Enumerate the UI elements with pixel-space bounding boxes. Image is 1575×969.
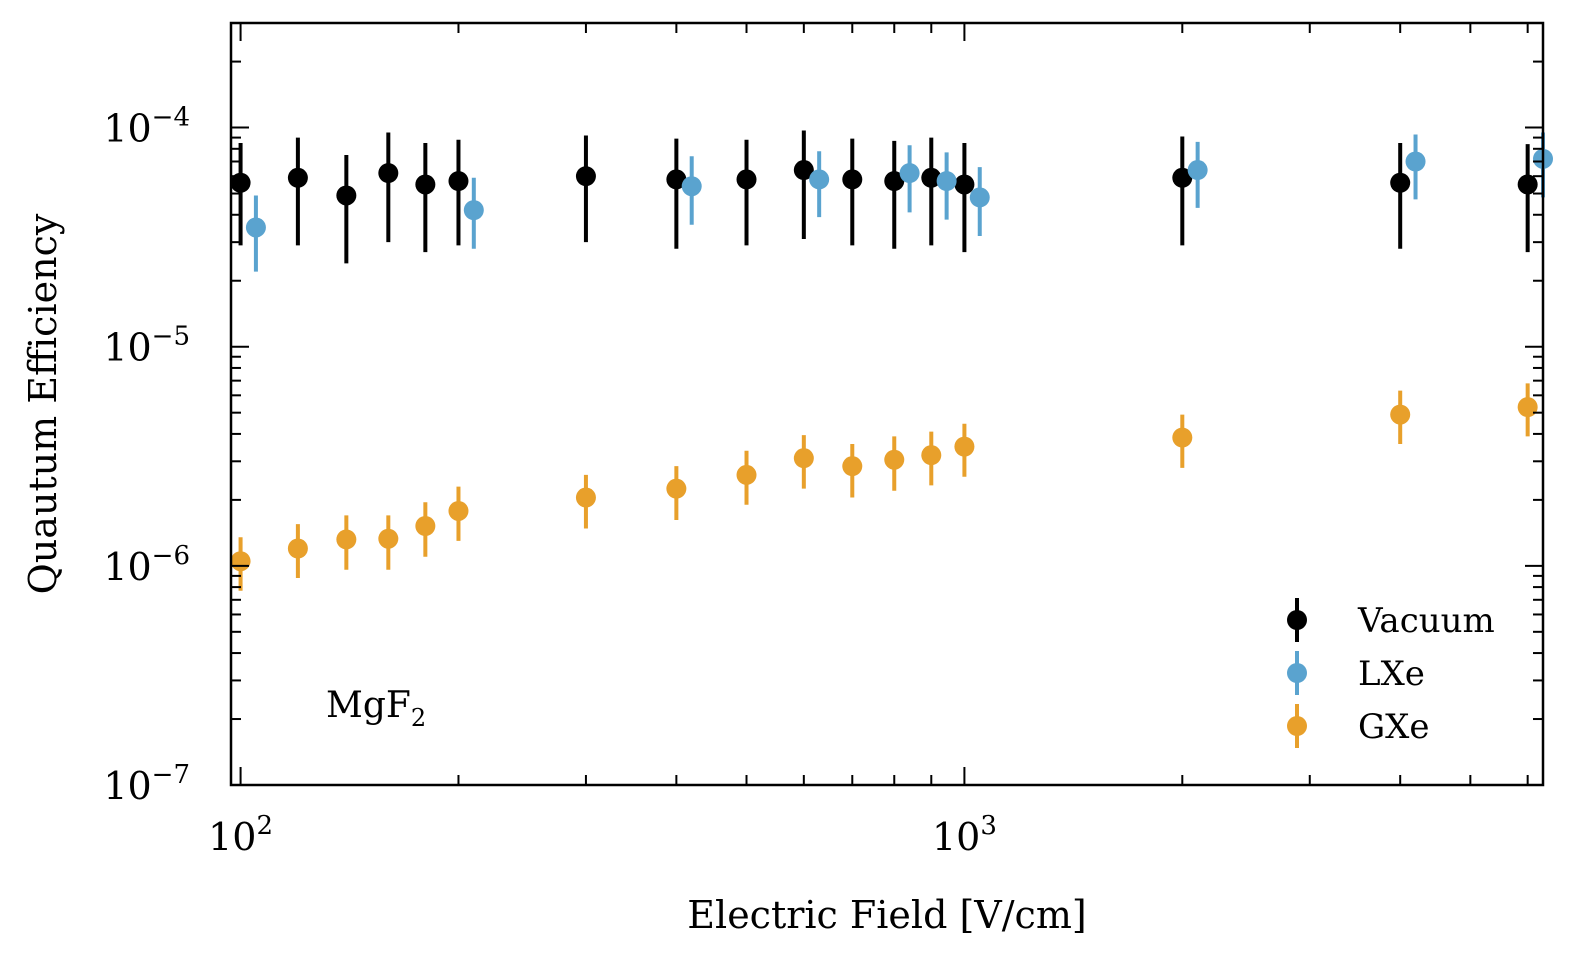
y-tick-label: 10−4 bbox=[103, 103, 190, 151]
vacuum-point bbox=[842, 169, 863, 190]
plot-frame bbox=[229, 21, 1545, 787]
legend-gxe-label: GXe bbox=[1358, 707, 1430, 747]
lxe-point bbox=[899, 163, 920, 184]
vacuum-point bbox=[230, 172, 251, 193]
gxe-point bbox=[1390, 404, 1411, 425]
lxe-point bbox=[1405, 151, 1426, 172]
gxe-point bbox=[666, 478, 687, 499]
gxe-point bbox=[921, 445, 942, 466]
lxe-point bbox=[463, 200, 484, 221]
gxe-point bbox=[415, 516, 436, 537]
gxe-point bbox=[575, 487, 596, 508]
legend-lxe-marker bbox=[1287, 663, 1307, 683]
gxe-point bbox=[842, 456, 863, 477]
gxe-point bbox=[884, 449, 905, 470]
vacuum-point bbox=[575, 166, 596, 187]
vacuum-point bbox=[1517, 174, 1538, 195]
lxe-point bbox=[969, 187, 990, 208]
legend-vacuum-label: Vacuum bbox=[1357, 601, 1495, 641]
y-axis-label: Quautum Efficiency bbox=[21, 213, 65, 594]
gxe-point bbox=[336, 529, 357, 550]
gxe-point bbox=[736, 464, 757, 485]
vacuum-point bbox=[954, 174, 975, 195]
lxe-point bbox=[681, 176, 702, 197]
lxe-point bbox=[809, 169, 830, 190]
gxe-point bbox=[230, 551, 251, 572]
vacuum-point bbox=[448, 171, 469, 192]
gxe-point bbox=[954, 436, 975, 457]
gxe-point bbox=[448, 500, 469, 521]
y-tick-label: 10−5 bbox=[103, 322, 190, 370]
legend: Vacuum LXe GXe bbox=[1287, 598, 1495, 748]
vacuum-point bbox=[921, 167, 942, 188]
vacuum-point bbox=[1172, 167, 1193, 188]
gxe-point bbox=[793, 448, 814, 469]
y-tick-label: 10−7 bbox=[103, 760, 190, 808]
material-annotation: MgF2 bbox=[326, 685, 426, 732]
vacuum-point bbox=[378, 163, 399, 184]
annotation-main: MgF bbox=[326, 685, 411, 726]
lxe-point bbox=[936, 171, 957, 192]
legend-lxe-label: LXe bbox=[1358, 654, 1425, 694]
vacuum-point bbox=[287, 167, 308, 188]
x-tick-label: 102 bbox=[208, 811, 273, 859]
vacuum-point bbox=[336, 185, 357, 206]
gxe-point bbox=[378, 528, 399, 549]
gxe-point bbox=[1172, 427, 1193, 448]
vacuum-point bbox=[793, 160, 814, 181]
gxe-point bbox=[287, 538, 308, 559]
tick-labels: 102 103 10−7 10−6 10−5 10−4 bbox=[103, 103, 997, 859]
axis-ticks bbox=[231, 22, 1543, 786]
gxe-point bbox=[1517, 397, 1538, 418]
y-tick-label: 10−6 bbox=[103, 541, 190, 589]
series-vacuum bbox=[230, 130, 1538, 264]
annotation-subscript: 2 bbox=[411, 704, 426, 732]
x-tick-label: 103 bbox=[932, 811, 997, 859]
legend-vacuum-marker bbox=[1287, 610, 1307, 630]
vacuum-point bbox=[415, 174, 436, 195]
series-gxe bbox=[230, 383, 1538, 591]
vacuum-point bbox=[884, 171, 905, 192]
vacuum-point bbox=[666, 169, 687, 190]
lxe-point bbox=[245, 217, 266, 238]
x-axis-label: Electric Field [V/cm] bbox=[687, 893, 1086, 937]
vacuum-point bbox=[736, 169, 757, 190]
lxe-point bbox=[1187, 160, 1208, 181]
data-marks bbox=[230, 130, 1553, 591]
vacuum-point bbox=[1390, 172, 1411, 193]
legend-gxe-marker bbox=[1287, 716, 1307, 736]
